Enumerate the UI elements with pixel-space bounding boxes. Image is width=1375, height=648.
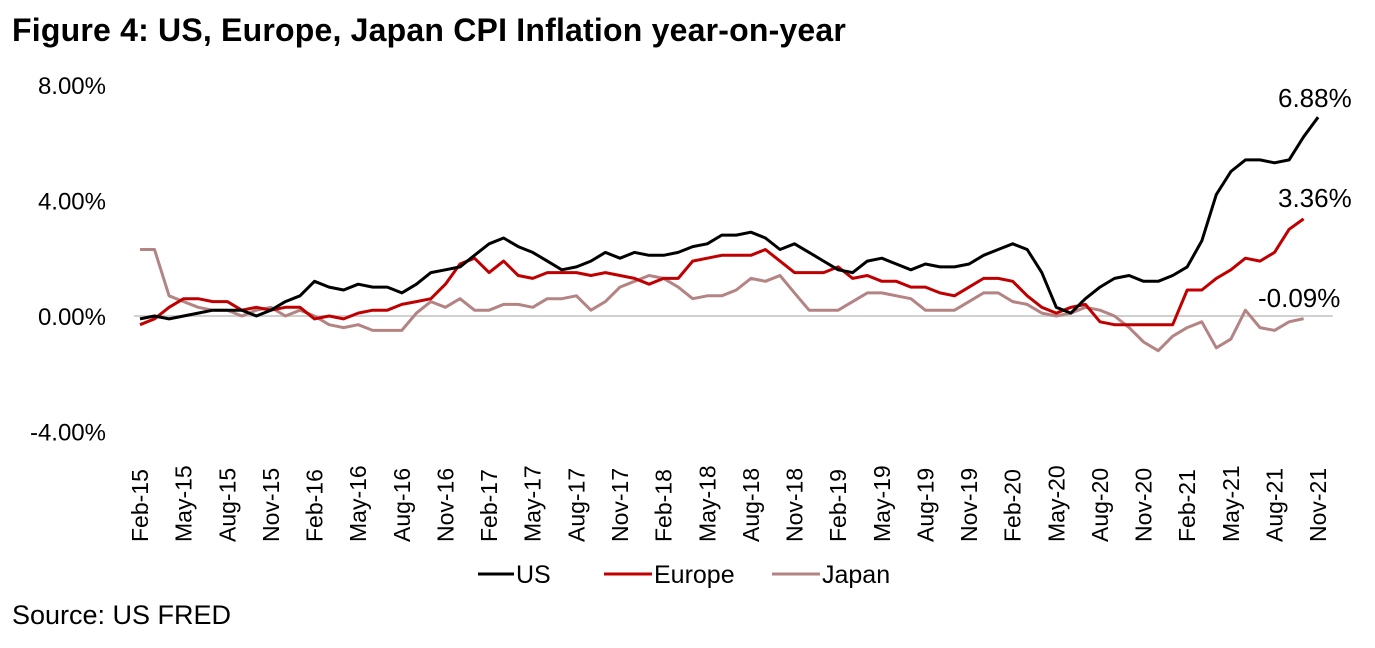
series-lines (139, 116, 1320, 353)
x-tick-label: Nov-17 (607, 468, 633, 542)
end-annotations: 6.88% 3.36% -0.09% (1258, 83, 1352, 313)
x-tick-label: May-16 (345, 465, 371, 542)
x-tick-label: Aug-19 (912, 468, 938, 542)
end-label-japan: -0.09% (1258, 283, 1340, 313)
x-tick-label: Nov-20 (1131, 468, 1157, 542)
x-tick-label: Aug-21 (1262, 468, 1288, 542)
series-line-europe (139, 217, 1305, 327)
x-tick-label: May-20 (1043, 465, 1069, 542)
x-tick-label: May-18 (694, 465, 720, 542)
x-tick-label: Feb-18 (651, 469, 677, 542)
legend-label-us: US (516, 561, 551, 589)
y-tick-label: -4.00% (30, 420, 106, 447)
x-tick-label: Nov-18 (782, 468, 808, 542)
series-line-us (139, 116, 1320, 321)
y-tick-label: 8.00% (38, 73, 106, 100)
x-tick-label: Nov-16 (432, 468, 458, 542)
series-line-japan (140, 248, 1304, 353)
x-tick-label: May-19 (869, 465, 895, 542)
end-label-europe: 3.36% (1278, 183, 1352, 213)
x-axis-ticks: Feb-15 May-15 Aug-15 Nov-15 Feb-16 May-16 Aug-… (127, 465, 1331, 542)
end-label-us: 6.88% (1278, 83, 1352, 113)
x-tick-label: May-15 (171, 465, 197, 542)
x-tick-label: Feb-21 (1174, 469, 1200, 542)
y-tick-label: 4.00% (38, 188, 106, 215)
x-tick-label: Aug-18 (738, 468, 764, 542)
y-axis-ticks: 8.00% 4.00% 0.00% -4.00% (30, 73, 106, 447)
x-tick-label: Feb-17 (476, 469, 502, 542)
x-tick-label: Nov-19 (956, 468, 982, 542)
legend-label-europe: Europe (654, 561, 735, 589)
x-tick-label: Feb-15 (127, 469, 153, 542)
x-tick-label: Feb-19 (825, 469, 851, 542)
legend-label-japan: Japan (822, 561, 890, 589)
x-tick-label: Feb-20 (1000, 469, 1026, 542)
x-tick-label: Aug-16 (389, 468, 415, 542)
x-tick-label: May-21 (1218, 465, 1244, 542)
x-tick-label: Aug-20 (1087, 468, 1113, 542)
chart-title: Figure 4: US, Europe, Japan CPI Inflatio… (12, 12, 847, 48)
x-tick-label: May-17 (520, 465, 546, 542)
y-tick-label: 0.00% (38, 304, 106, 331)
x-tick-label: Nov-21 (1305, 468, 1331, 542)
x-tick-label: Nov-15 (258, 468, 284, 542)
legend: US Europe Japan (478, 561, 890, 589)
x-tick-label: Feb-16 (302, 469, 328, 542)
source-note: Source: US FRED (12, 600, 232, 630)
x-tick-label: Aug-15 (214, 468, 240, 542)
x-tick-label: Aug-17 (563, 468, 589, 542)
